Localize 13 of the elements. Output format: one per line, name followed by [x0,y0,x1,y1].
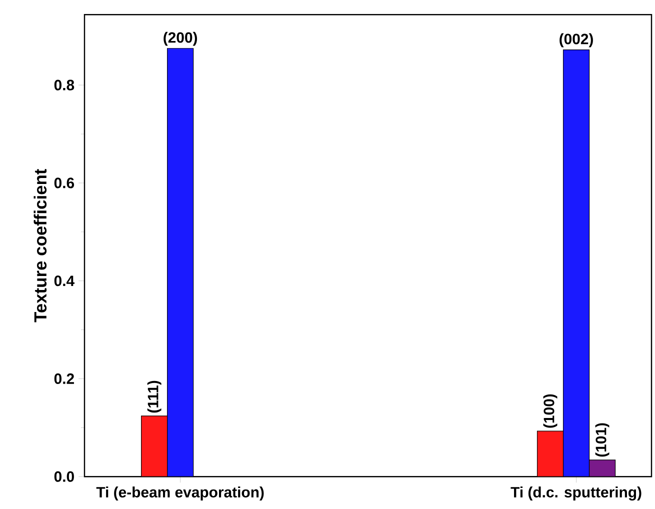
annotation: (100) [543,394,558,428]
annotation: (111) [147,380,162,413]
annotation: (002) [560,33,593,48]
x-tick-label: Ti (d.c. sputtering) [510,486,642,501]
y-axis-title: Texture coefficient [34,168,47,322]
y-tick-label: 0.6 [54,178,74,188]
y-tick-label: 0.0 [54,471,74,482]
y-tick-label: 0.2 [54,373,74,384]
annotation: (200) [164,32,198,46]
y-tick-label: 0.8 [54,80,74,90]
y-tick-label: 0.4 [54,276,75,286]
x-tick-label: Ti (e-beam evaporation) [96,486,264,500]
annotation: (101) [595,423,610,457]
